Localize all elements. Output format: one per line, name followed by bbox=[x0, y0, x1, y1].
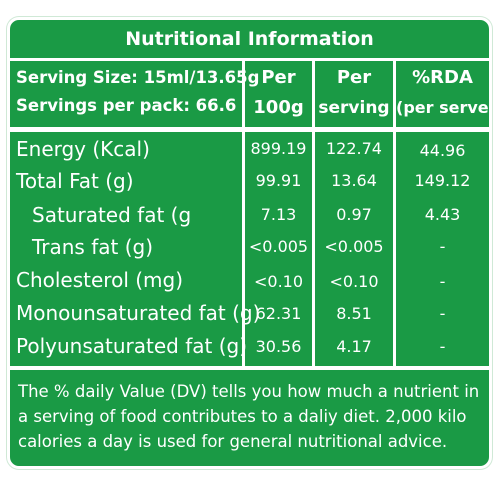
header-per100-line1: Per bbox=[261, 67, 296, 88]
header-perserve-line2: serving bbox=[318, 98, 390, 118]
row-per100: 30.56 bbox=[255, 337, 302, 356]
row-label: Total Fat (g) bbox=[16, 169, 134, 193]
footnote: The % daily Value (DV) tells you how muc… bbox=[18, 382, 480, 451]
nutrition-panel: Nutritional Information Serving Size: 15… bbox=[7, 17, 492, 469]
row-label: Polyunsaturated fat (g) bbox=[16, 334, 247, 358]
row-perserve: <0.005 bbox=[324, 237, 384, 256]
header-per100-line2: 100g bbox=[253, 97, 304, 118]
row-label: Energy (Kcal) bbox=[16, 137, 150, 161]
title-divider bbox=[10, 58, 489, 61]
header-divider bbox=[10, 127, 489, 132]
row-label: Saturated fat (g bbox=[32, 203, 192, 227]
row-label: Trans fat (g) bbox=[32, 235, 154, 259]
column-divider-2 bbox=[312, 61, 315, 366]
row-rda: 44.96 bbox=[419, 141, 466, 160]
row-rda: - bbox=[439, 304, 446, 323]
row-rda: - bbox=[439, 337, 446, 356]
row-rda: - bbox=[439, 272, 446, 291]
row-label: Monounsaturated fat (g) bbox=[16, 301, 261, 325]
row-rda: - bbox=[439, 237, 446, 256]
header-perserve-line1: Per bbox=[336, 67, 372, 88]
row-per100: 7.13 bbox=[260, 205, 297, 224]
row-perserve: 0.97 bbox=[336, 205, 372, 224]
row-per100: 99.91 bbox=[255, 171, 302, 190]
servings-per-pack: Servings per pack: 66.6 bbox=[16, 96, 237, 115]
panel-title: Nutritional Information bbox=[125, 28, 374, 50]
header-rda-line1: %RDA bbox=[412, 67, 473, 88]
row-perserve: 8.51 bbox=[336, 304, 372, 323]
serving-size: Serving Size: 15ml/13.65g bbox=[16, 68, 260, 87]
row-per100: 62.31 bbox=[255, 304, 302, 323]
row-perserve: <0.10 bbox=[329, 272, 379, 291]
row-rda: 149.12 bbox=[414, 171, 471, 190]
row-perserve: 122.74 bbox=[326, 139, 382, 158]
header-rda-line2: (per serve) bbox=[396, 98, 492, 117]
column-divider-1 bbox=[242, 61, 245, 366]
column-divider-3 bbox=[393, 61, 396, 366]
row-label: Cholesterol (mg) bbox=[16, 268, 184, 292]
row-per100: <0.005 bbox=[248, 237, 309, 256]
row-perserve: 4.17 bbox=[336, 337, 372, 356]
row-rda: 4.43 bbox=[424, 205, 461, 224]
row-per100: 899.19 bbox=[250, 139, 307, 158]
footer-divider bbox=[10, 366, 489, 370]
row-perserve: 13.64 bbox=[331, 171, 377, 190]
row-per100: <0.10 bbox=[253, 272, 304, 291]
